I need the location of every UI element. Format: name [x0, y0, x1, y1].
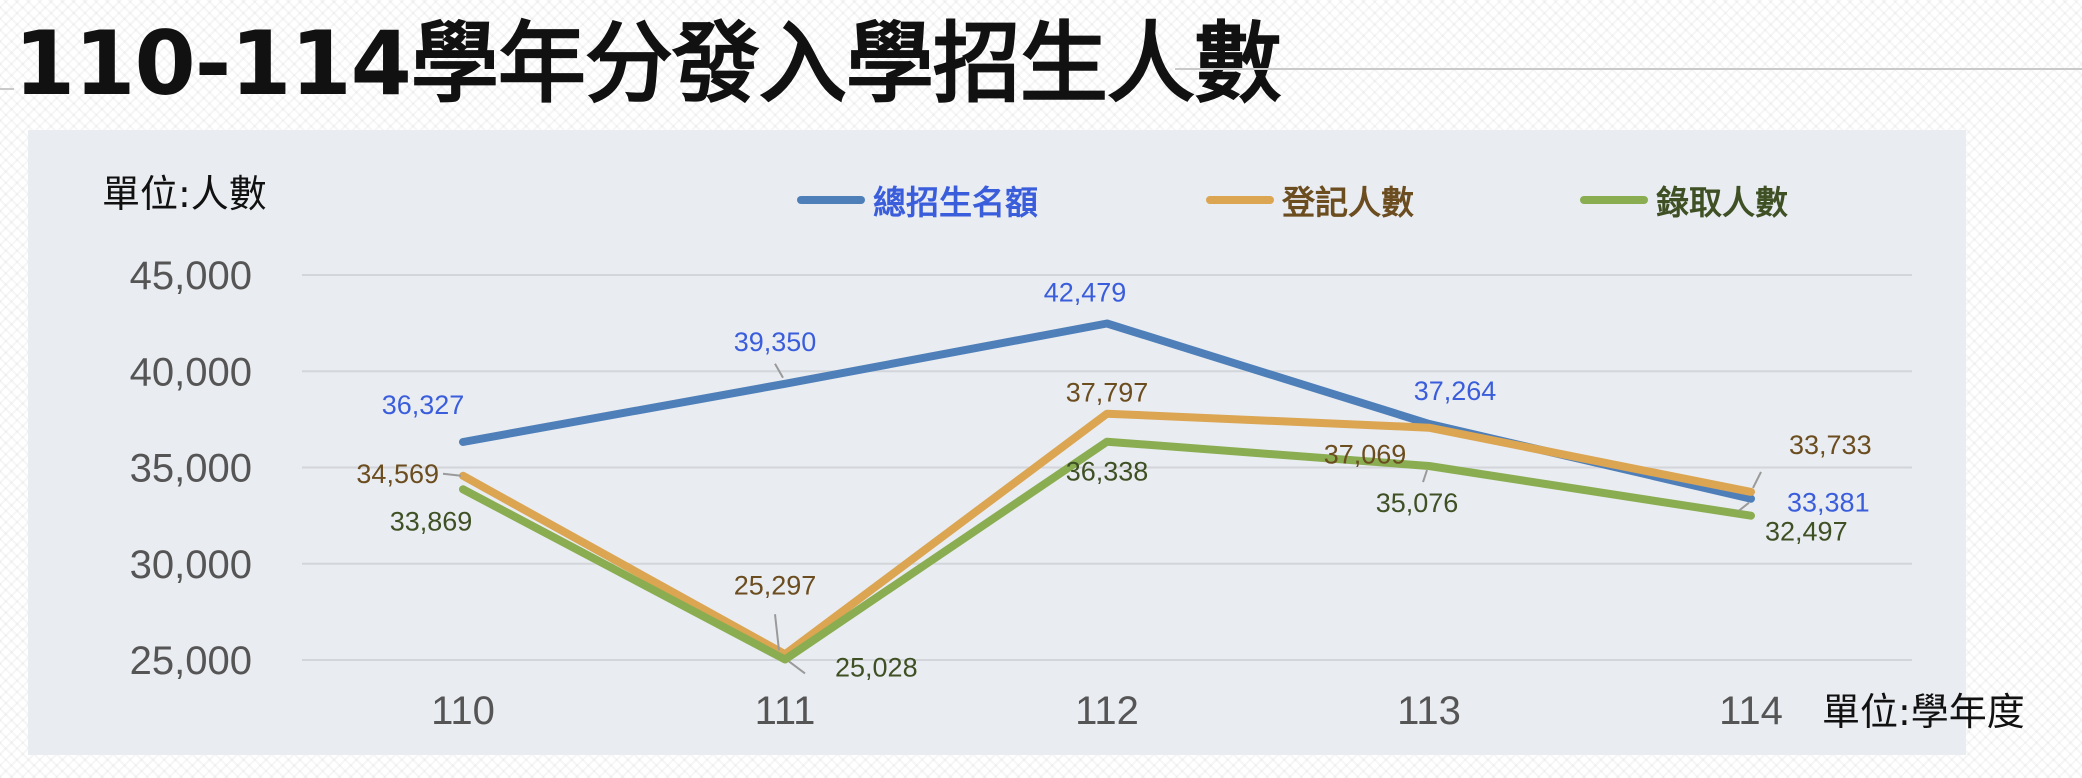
data-label-2: 32,497 [1765, 517, 1848, 547]
y-tick-label: 35,000 [130, 447, 252, 491]
legend-swatch-2 [1580, 196, 1648, 204]
x-tick-label: 110 [431, 689, 495, 733]
leader-line [788, 660, 806, 675]
legend-item-1: 登記人數 [1206, 176, 1414, 224]
y-tick-label: 45,000 [130, 254, 252, 298]
data-label-0: 39,350 [734, 327, 817, 357]
page-title: 110-114學年分發入學招生人數 [14, 12, 1282, 115]
series-line-2 [459, 437, 1755, 664]
title-divider [1175, 68, 2082, 70]
data-label-1: 33,733 [1789, 430, 1872, 460]
legend-label-0: 總招生名額 [873, 183, 1038, 222]
legend-item-0: 總招生名額 [797, 176, 1038, 224]
data-label-1: 25,297 [734, 570, 817, 600]
x-axis-unit-label: 單位:學年度 [1822, 690, 2025, 734]
data-label-0: 37,264 [1414, 376, 1497, 406]
data-label-0: 42,479 [1044, 278, 1127, 308]
data-label-0: 33,381 [1787, 488, 1870, 518]
left-divider [0, 88, 14, 90]
chart-panel [28, 130, 1966, 755]
x-tick-label: 114 [1719, 689, 1783, 733]
y-tick-label: 40,000 [130, 350, 252, 394]
leader-line [774, 363, 784, 379]
y-tick-label: 30,000 [130, 543, 252, 587]
series-line-1 [459, 409, 1755, 659]
y-axis-unit-label: 單位:人數 [102, 172, 267, 216]
data-label-1: 37,069 [1324, 440, 1407, 470]
legend-label-1: 登記人數 [1282, 183, 1414, 222]
legend-swatch-1 [1206, 196, 1274, 204]
x-tick-label: 113 [1397, 689, 1461, 733]
y-tick-label: 25,000 [130, 639, 252, 683]
data-label-1: 34,569 [356, 459, 439, 489]
leader-line [774, 614, 780, 651]
data-label-1: 37,797 [1066, 378, 1149, 408]
x-tick-label: 112 [1075, 689, 1139, 733]
legend-swatch-0 [797, 196, 865, 204]
data-label-2: 35,076 [1376, 488, 1459, 518]
legend-label-2: 錄取人數 [1656, 183, 1788, 222]
legend-item-2: 錄取人數 [1580, 176, 1788, 224]
data-label-2: 33,869 [390, 506, 473, 536]
leader-line [1738, 501, 1750, 512]
leader-line [442, 472, 462, 477]
leader-line [1752, 471, 1762, 489]
leader-line [1422, 469, 1428, 483]
data-label-0: 36,327 [382, 390, 465, 420]
data-label-2: 36,338 [1066, 457, 1149, 487]
data-label-2: 25,028 [835, 652, 918, 682]
x-tick-label: 111 [755, 689, 816, 733]
